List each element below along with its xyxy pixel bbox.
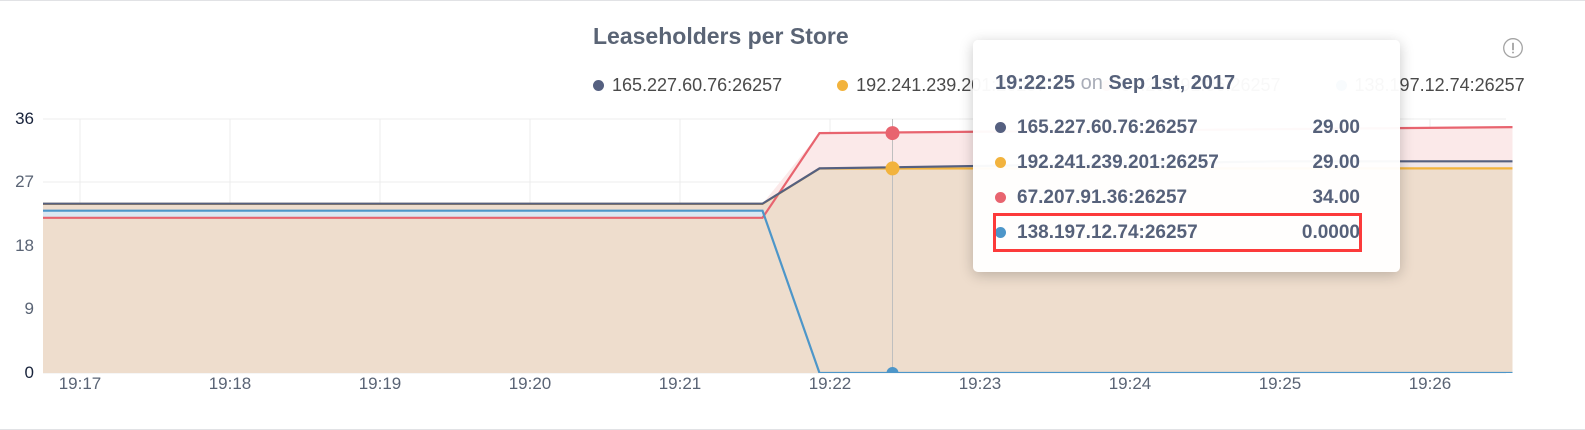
svg-text:19:18: 19:18 xyxy=(209,374,252,393)
svg-text:19:23: 19:23 xyxy=(959,374,1002,393)
svg-text:19:26: 19:26 xyxy=(1409,374,1452,393)
svg-text:36: 36 xyxy=(15,109,34,128)
svg-text:19:17: 19:17 xyxy=(59,374,102,393)
svg-text:27: 27 xyxy=(15,172,34,191)
svg-text:19:20: 19:20 xyxy=(509,374,552,393)
svg-text:19:19: 19:19 xyxy=(359,374,402,393)
svg-text:19:24: 19:24 xyxy=(1109,374,1152,393)
svg-text:0: 0 xyxy=(25,363,34,382)
svg-text:9: 9 xyxy=(25,299,34,318)
svg-text:19:25: 19:25 xyxy=(1259,374,1302,393)
svg-text:19:22: 19:22 xyxy=(809,374,852,393)
svg-text:18: 18 xyxy=(15,236,34,255)
svg-text:19:21: 19:21 xyxy=(659,374,702,393)
